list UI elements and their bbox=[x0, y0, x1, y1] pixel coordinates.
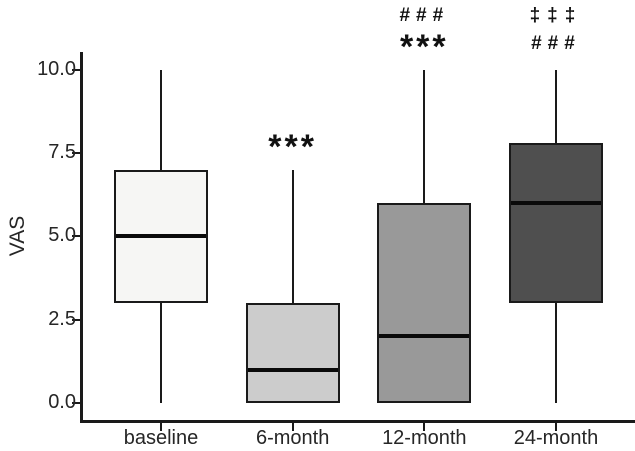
x-axis-tick bbox=[554, 423, 557, 431]
lower-whisker bbox=[554, 303, 557, 403]
upper-whisker bbox=[554, 69, 557, 144]
y-tick-label: 0.0 bbox=[48, 391, 76, 413]
x-tick-label: baseline bbox=[123, 427, 199, 449]
y-axis-line bbox=[80, 52, 83, 423]
y-axis-tick bbox=[72, 318, 80, 321]
annotation-star: *** bbox=[268, 127, 317, 166]
box-24-month bbox=[508, 143, 603, 304]
median-line bbox=[247, 367, 338, 372]
upper-whisker bbox=[160, 69, 162, 170]
lower-whisker bbox=[160, 303, 162, 403]
x-axis-line bbox=[80, 420, 635, 423]
y-axis-tick bbox=[72, 68, 80, 71]
y-axis-tick bbox=[72, 402, 80, 404]
y-tick-label: 5.0 bbox=[48, 224, 76, 247]
y-axis-tick bbox=[72, 152, 80, 155]
annotation-hash: ### bbox=[399, 4, 450, 26]
y-axis-tick bbox=[72, 235, 80, 238]
median-line bbox=[116, 234, 206, 239]
median-line bbox=[510, 201, 601, 206]
box-6-month bbox=[245, 303, 340, 403]
upper-whisker bbox=[423, 69, 426, 204]
upper-whisker bbox=[291, 169, 294, 304]
y-tick-label: 7.5 bbox=[48, 141, 76, 164]
box-12-month bbox=[377, 203, 472, 403]
x-tick-label: 6-month bbox=[255, 427, 330, 449]
x-axis-tick bbox=[160, 423, 162, 431]
box-baseline bbox=[114, 169, 208, 304]
y-tick-label: 2.5 bbox=[48, 307, 76, 330]
x-tick-label: 12-month bbox=[382, 427, 467, 449]
median-line bbox=[379, 334, 470, 339]
annotation-dagger: ‡‡‡ bbox=[529, 4, 583, 26]
annotation-hash: ### bbox=[531, 32, 581, 54]
x-axis-tick bbox=[423, 423, 426, 431]
x-axis-tick bbox=[291, 423, 294, 431]
y-tick-label: 10.0 bbox=[37, 57, 76, 80]
x-tick-label: 24-month bbox=[513, 427, 599, 449]
annotation-star: *** bbox=[399, 27, 449, 66]
